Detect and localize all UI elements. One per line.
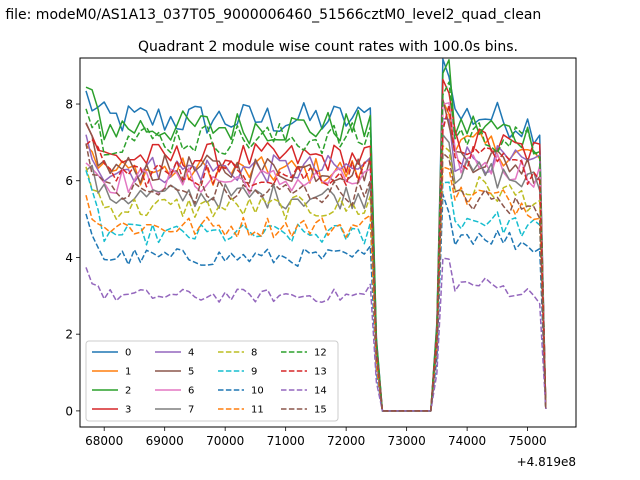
series-line-12: [85, 81, 547, 412]
x-tick-label: 74000: [448, 434, 486, 448]
series-line-2: [85, 59, 547, 412]
legend-label-5: 5: [188, 367, 194, 378]
series-line-13: [85, 104, 547, 412]
legend-label-9: 9: [251, 367, 257, 378]
legend-label-3: 3: [125, 405, 131, 416]
figure-suptitle: n file: modeM0/AS1A13_037T05_9000006460_…: [0, 7, 541, 23]
x-tick-label: 69000: [146, 434, 184, 448]
series-line-14: [85, 257, 547, 412]
x-axis-offset-label: +4.819e8: [517, 455, 576, 469]
legend-label-11: 11: [251, 405, 264, 416]
legend-box: [85, 340, 339, 422]
plot-title: Quadrant 2 module wise count rates with …: [138, 39, 518, 55]
series-line-0: [85, 58, 547, 412]
y-tick-label: 0: [65, 404, 73, 418]
x-tick-label: 71000: [267, 434, 305, 448]
x-tick-label: 72000: [327, 434, 365, 448]
y-tick-label: 2: [65, 328, 73, 342]
legend-label-0: 0: [125, 348, 131, 359]
legend-label-7: 7: [188, 405, 194, 416]
axes: 68000 69000 70000 71000 72000 73000 74000 75000…: [65, 98, 546, 448]
series-lines: [85, 58, 547, 412]
legend-label-6: 6: [188, 386, 194, 397]
y-tick-label: 8: [65, 98, 73, 112]
legend-label-14: 14: [314, 386, 327, 397]
series-line-3: [85, 78, 547, 412]
y-tick-label: 4: [65, 251, 73, 265]
legend-label-2: 2: [125, 386, 131, 397]
series-line-9: [85, 170, 547, 412]
x-tick-label: 75000: [509, 434, 547, 448]
y-tick-label: 6: [65, 174, 73, 188]
legend-label-4: 4: [188, 348, 194, 359]
legend-label-1: 1: [125, 367, 131, 378]
plot-area: [79, 57, 577, 428]
series-line-10: [85, 193, 547, 412]
x-tick-label: 73000: [388, 434, 426, 448]
legend-label-12: 12: [314, 348, 327, 359]
legend-label-13: 13: [314, 367, 327, 378]
x-tick-label: 70000: [206, 434, 244, 448]
x-tick-label: 68000: [85, 434, 123, 448]
legend-label-8: 8: [251, 348, 257, 359]
series-line-8: [85, 145, 547, 412]
series-line-15: [85, 143, 547, 412]
legend-label-10: 10: [251, 386, 264, 397]
series-line-11: [85, 166, 547, 412]
legend-label-15: 15: [314, 405, 327, 416]
